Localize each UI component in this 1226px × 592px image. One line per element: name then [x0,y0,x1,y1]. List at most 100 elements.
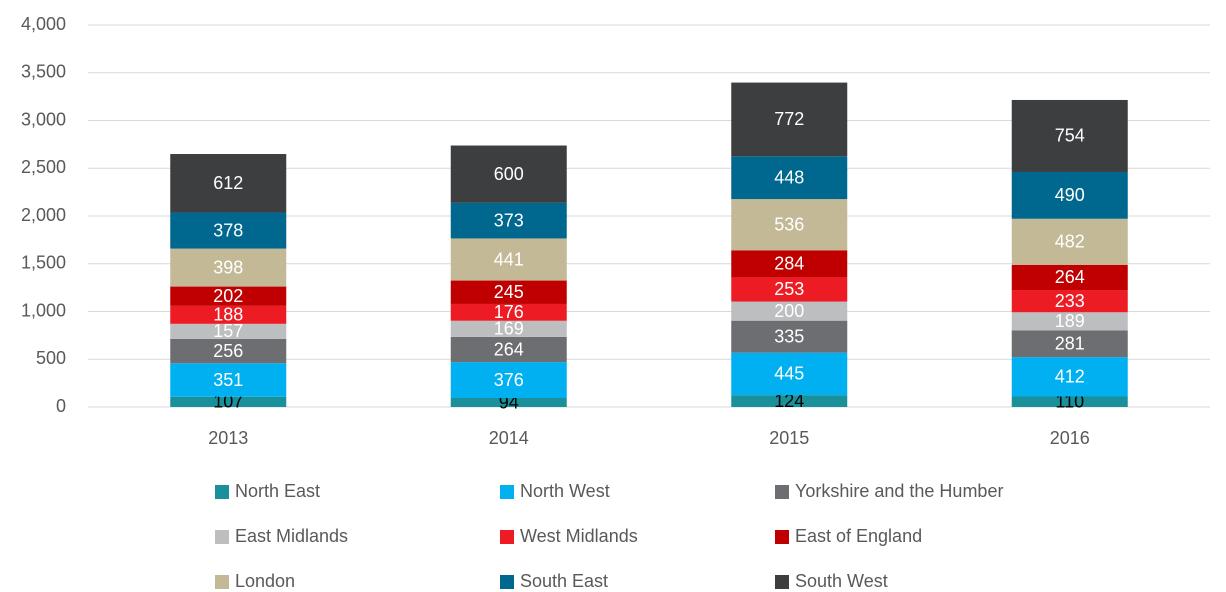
bar-segment [731,277,848,302]
data-label: 256 [213,341,243,361]
data-label: 188 [213,305,243,325]
legend-label: South East [520,571,608,591]
data-label: 490 [1055,185,1085,205]
bar-segment [1011,357,1128,397]
data-label: 754 [1055,126,1085,146]
data-label: 445 [774,364,804,384]
bar-segment [450,303,567,321]
data-label: 772 [774,109,804,129]
y-tick-label: 1,000 [21,300,66,320]
data-label: 600 [494,164,524,184]
bar-segment [731,395,848,407]
legend-label: Yorkshire and the Humber [795,481,1003,501]
legend-label: East of England [795,526,922,546]
y-tick-label: 500 [36,348,66,368]
bar-segment [170,323,287,339]
bar-segment [1011,312,1128,331]
bar-segment [1011,99,1128,172]
bar-segment [450,362,567,399]
bar-segment [170,338,287,364]
bar-segment [1011,218,1128,265]
legend-label: South West [795,571,888,591]
data-label: 264 [1055,267,1085,287]
bar-segment [1011,264,1128,291]
legend-label: North East [235,481,320,501]
y-tick-label: 0 [56,396,66,416]
data-label: 284 [774,254,804,274]
data-label: 253 [774,279,804,299]
y-tick-label: 3,500 [21,62,66,82]
bar-segment [731,301,848,321]
bar-segment [170,212,287,249]
data-label: 189 [1055,311,1085,331]
bar-segment [450,238,567,281]
data-label: 264 [494,339,524,359]
data-label: 351 [213,370,243,390]
bar-segment [170,363,287,397]
bar-segment [450,280,567,304]
data-label: 335 [774,326,804,346]
bar-segment [731,82,848,157]
bar-segment [731,250,848,278]
legend-swatch [500,530,514,544]
x-tick-label: 2014 [489,428,529,448]
legend-swatch [775,485,789,499]
data-label: 157 [213,321,243,341]
bar-segment [731,199,848,251]
legend-label: West Midlands [520,526,638,546]
data-label: 412 [1055,367,1085,387]
bar-segment [450,398,567,407]
x-tick-label: 2013 [208,428,248,448]
legend-label: East Midlands [235,526,348,546]
bar-segment [731,352,848,396]
data-label: 245 [494,282,524,302]
bar-segment [1011,290,1128,313]
legend-swatch [215,575,229,589]
y-tick-label: 2,500 [21,157,66,177]
legend-swatch [215,530,229,544]
legend-swatch [500,575,514,589]
y-tick-label: 1,500 [21,253,66,273]
data-label: 536 [774,214,804,234]
bar-segment [450,320,567,337]
data-label: 376 [494,370,524,390]
bar-segment [170,305,287,324]
bar-segment [450,202,567,239]
data-label: 398 [213,257,243,277]
data-label: 281 [1055,333,1085,353]
bar-segment [170,396,287,407]
data-label: 124 [774,391,804,411]
data-label: 441 [494,249,524,269]
data-label: 169 [494,319,524,339]
legend-swatch [775,530,789,544]
legend-swatch [775,575,789,589]
y-tick-label: 4,000 [21,14,66,34]
data-label: 448 [774,167,804,187]
bar-segment [1011,396,1128,407]
data-label: 373 [494,210,524,230]
data-label: 233 [1055,291,1085,311]
y-tick-label: 3,000 [21,109,66,129]
legend-swatch [215,485,229,499]
bar-segment [450,336,567,363]
data-label: 176 [494,302,524,322]
bar-segment [1011,330,1128,358]
data-label: 200 [774,301,804,321]
bar-segment [731,320,848,353]
data-label: 482 [1055,232,1085,252]
legend-label: North West [520,481,610,501]
data-label: 202 [213,286,243,306]
legend-label: London [235,571,295,591]
bar-segment [450,145,567,203]
x-tick-label: 2015 [769,428,809,448]
data-label: 612 [213,173,243,193]
x-tick-label: 2016 [1050,428,1090,448]
bar-segment [1011,171,1128,219]
data-label: 110 [1055,391,1084,411]
y-tick-label: 2,000 [21,205,66,225]
bar-segment [170,286,287,306]
legend-swatch [500,485,514,499]
bar-segment [170,248,287,287]
bar-segment [170,154,287,213]
